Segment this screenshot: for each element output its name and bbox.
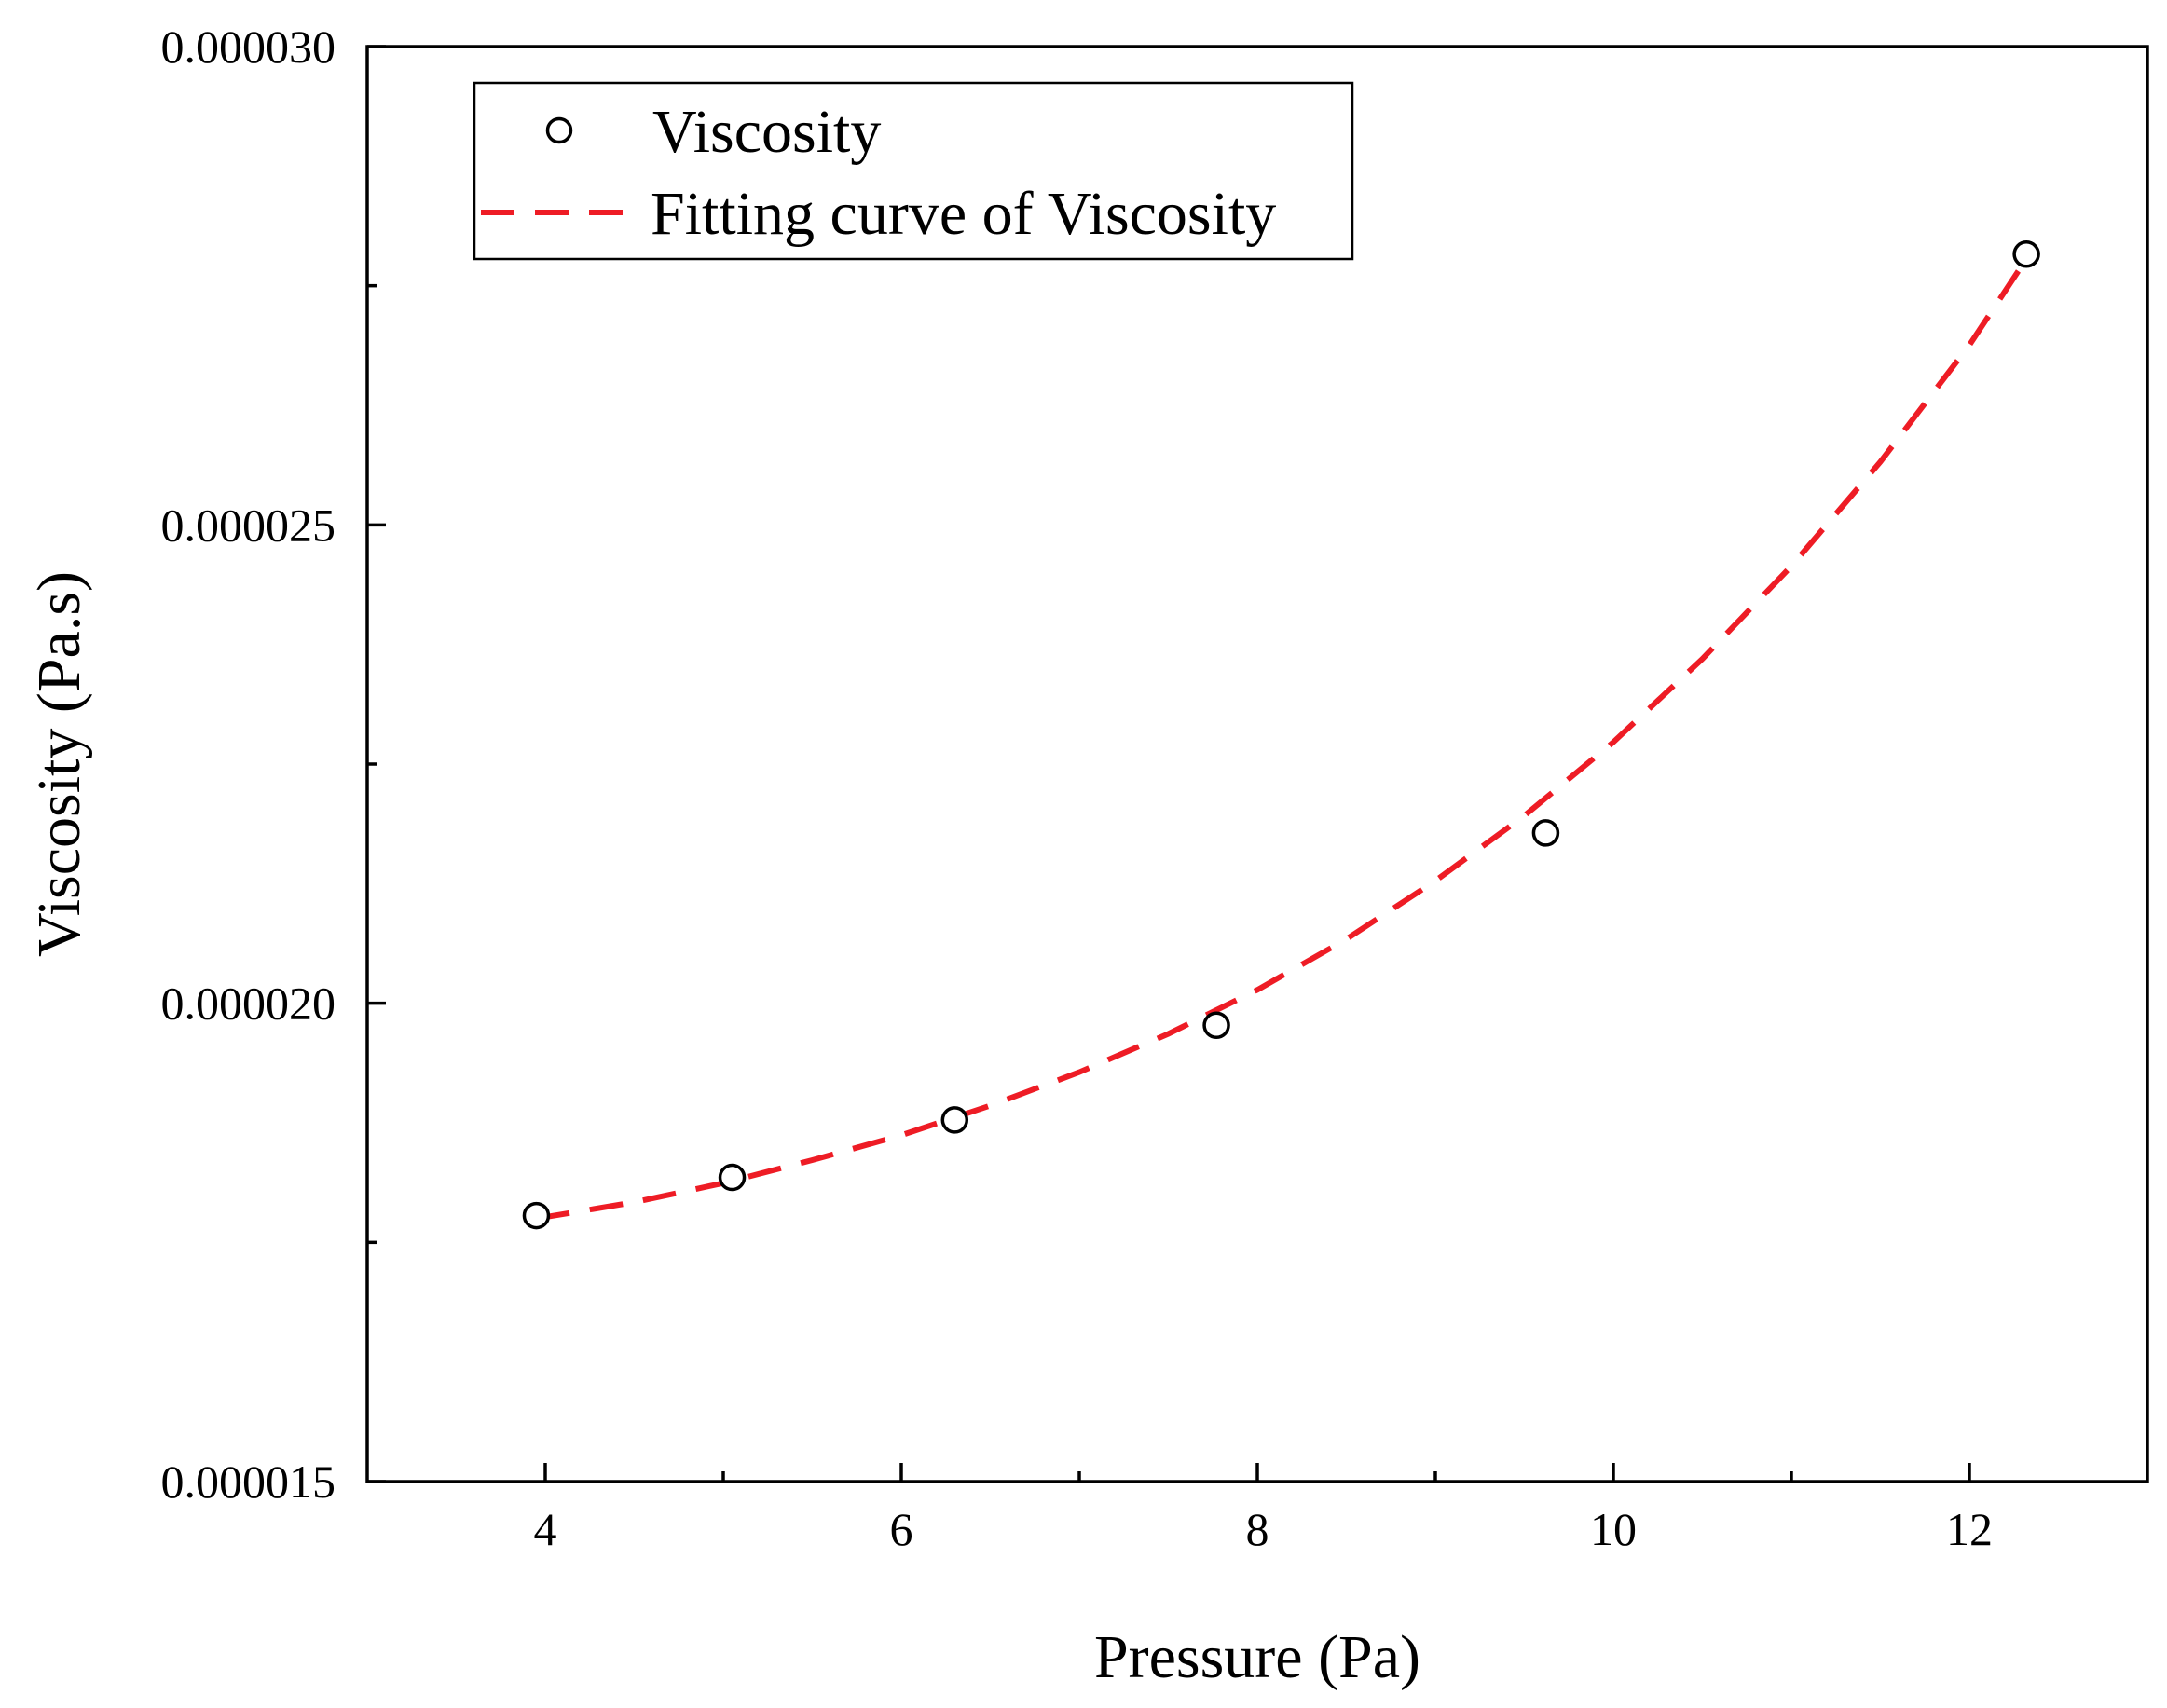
x-tick-label: 6 [890,1503,913,1555]
legend-marker-viscosity [545,116,573,144]
y-tick-label: 0.000020 [161,977,336,1030]
legend-box [473,81,1354,261]
plot-frame [365,45,2149,1483]
y-tick-label: 0.000025 [161,499,336,551]
viscosity-data-point [1202,1011,1230,1040]
viscosity-data-point [522,1201,551,1230]
x-tick-label: 12 [1946,1503,1993,1555]
fit-curve-layer [536,257,2029,1222]
y-tick-label: 0.000015 [161,1455,336,1508]
data-points-layer [522,240,2040,1230]
x-tick-label: 10 [1590,1503,1637,1555]
viscosity-data-point [940,1106,969,1134]
x-tick-label: 8 [1246,1503,1269,1555]
fitting-curve-line [536,257,2029,1222]
legend-label-viscosity: Viscosity [652,98,881,166]
viscosity-data-point [2012,240,2040,268]
viscosity-data-point [718,1163,747,1192]
y-tick-label: 0.000030 [161,20,336,73]
y-axis-ticks: 0.000015 0.000020 0.000025 0.000030 [161,20,386,1508]
x-tick-label: 4 [534,1503,557,1555]
legend: Viscosity Fitting curve of Viscosity [473,81,1354,261]
y-axis-title: Viscosity (Pa.s) [25,571,93,957]
legend-label-fitting-curve: Fitting curve of Viscosity [651,180,1276,248]
x-axis-title: Pressure (Pa) [1094,1623,1420,1691]
viscosity-data-point [1531,819,1560,847]
x-axis-ticks: 4 6 8 10 12 [534,1463,1993,1555]
